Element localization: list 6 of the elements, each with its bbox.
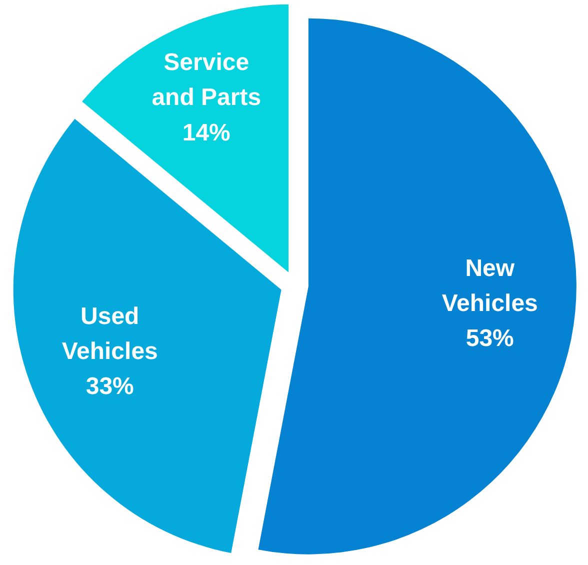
data-label: 33% (86, 373, 134, 400)
data-label: 14% (182, 119, 230, 146)
slice-label: Used Vehicles (62, 302, 158, 365)
slice-label: Service and Parts (152, 49, 262, 112)
data-label: 53% (466, 325, 514, 352)
slice-label: New Vehicles (442, 254, 538, 317)
